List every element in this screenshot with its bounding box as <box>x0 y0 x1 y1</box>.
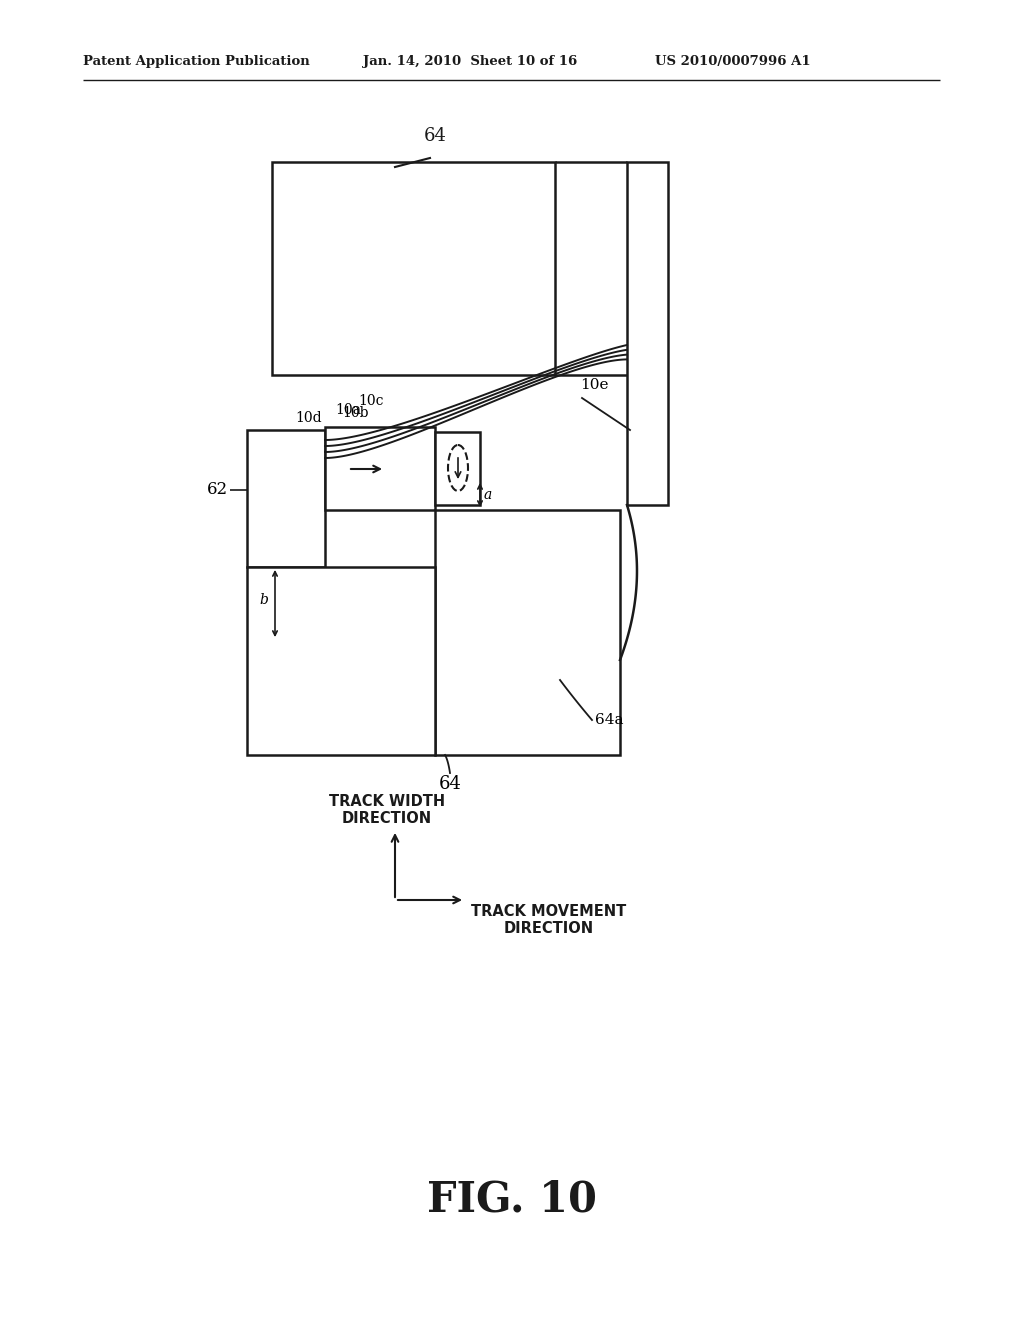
Text: 10d: 10d <box>295 411 322 425</box>
Text: US 2010/0007996 A1: US 2010/0007996 A1 <box>655 55 811 69</box>
Bar <box>435 432 480 506</box>
Text: Jan. 14, 2010  Sheet 10 of 16: Jan. 14, 2010 Sheet 10 of 16 <box>362 55 578 69</box>
Text: FIG. 10: FIG. 10 <box>427 1179 597 1221</box>
Bar <box>627 162 668 506</box>
Text: Patent Application Publication: Patent Application Publication <box>83 55 309 69</box>
Text: 10b: 10b <box>342 407 369 420</box>
Bar <box>435 510 620 755</box>
Bar <box>272 162 555 375</box>
Text: 62: 62 <box>207 482 228 499</box>
Text: TRACK MOVEMENT
DIRECTION: TRACK MOVEMENT DIRECTION <box>471 904 627 936</box>
Text: 64: 64 <box>438 775 462 793</box>
Text: 10e: 10e <box>580 378 608 392</box>
Bar <box>247 430 325 568</box>
Text: 64: 64 <box>424 127 446 145</box>
Text: TRACK WIDTH
DIRECTION: TRACK WIDTH DIRECTION <box>329 793 445 826</box>
Bar <box>325 426 435 510</box>
Text: 64a: 64a <box>595 713 624 727</box>
Ellipse shape <box>449 445 468 491</box>
Bar <box>247 568 435 755</box>
Text: 10a: 10a <box>335 403 361 417</box>
Text: a: a <box>484 488 493 502</box>
Text: 10c: 10c <box>358 393 384 408</box>
Text: b: b <box>259 593 268 607</box>
